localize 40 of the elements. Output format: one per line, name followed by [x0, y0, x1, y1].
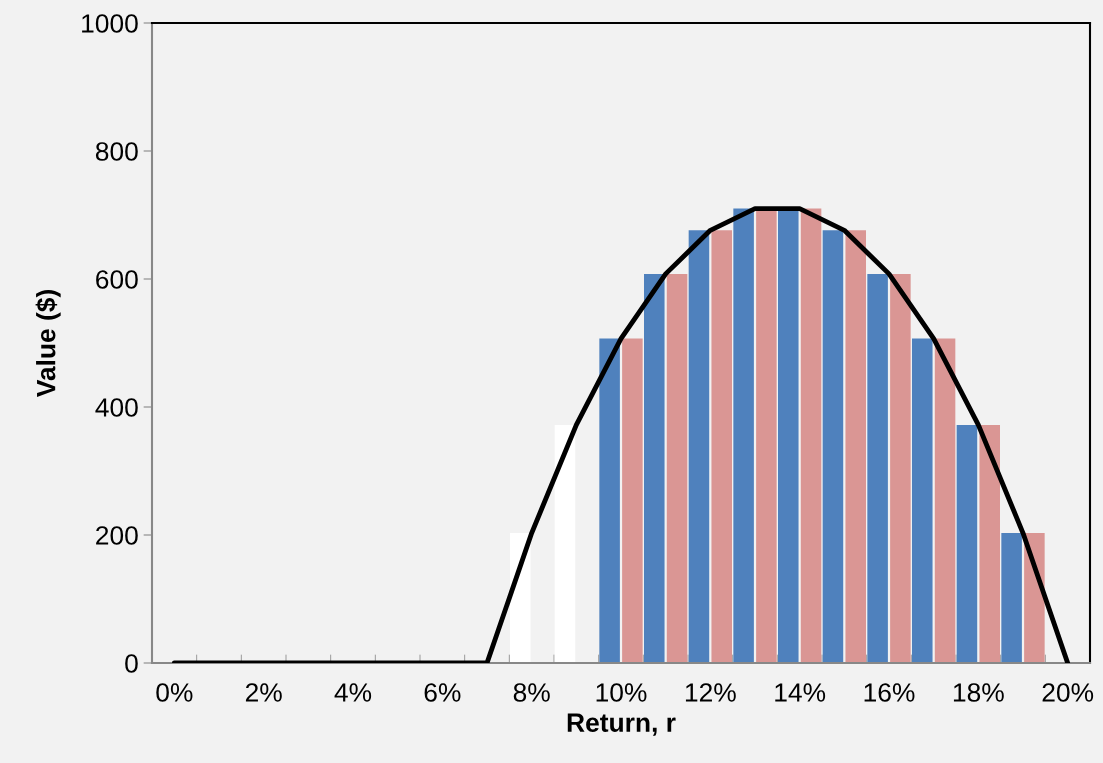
y-tick-label: 1000	[82, 14, 138, 33]
bar	[688, 230, 710, 663]
y-tick-label: 0	[125, 654, 138, 673]
y-tick-label: 800	[95, 142, 138, 161]
bar	[711, 230, 732, 663]
bar	[599, 338, 620, 663]
bar	[778, 208, 799, 663]
x-tick-label: 20%	[1042, 683, 1094, 702]
x-tick-label: 2%	[245, 683, 282, 702]
x-axis-title: Return, r	[567, 713, 676, 736]
x-tick-label: 16%	[864, 683, 915, 702]
bar	[822, 230, 844, 663]
bar	[733, 208, 754, 663]
x-tick-label: 12%	[685, 683, 736, 702]
bar	[845, 230, 866, 663]
bar	[912, 338, 933, 663]
x-tick-label: 14%	[775, 683, 826, 702]
bar	[867, 273, 888, 663]
bar	[622, 338, 643, 663]
bar	[979, 424, 1000, 663]
y-tick-label: 600	[96, 270, 138, 289]
bar	[890, 273, 911, 663]
bar	[756, 208, 777, 663]
x-tick-label: 8%	[513, 683, 550, 702]
y-axis-title: Value ($)	[35, 290, 61, 398]
bar	[1001, 533, 1022, 663]
line-series	[171, 206, 1071, 663]
x-tick-label: 10%	[596, 683, 647, 702]
x-tick-label: 0%	[156, 683, 193, 702]
bar	[956, 424, 978, 663]
bar	[934, 338, 956, 663]
y-tick-label: 200	[96, 526, 138, 545]
y-tick-label: 400	[95, 398, 138, 417]
bar	[644, 273, 665, 663]
bar	[800, 208, 822, 663]
bar	[666, 273, 688, 663]
x-tick-label: 18%	[953, 683, 1004, 702]
bar	[554, 424, 576, 663]
x-tick-label: 6%	[424, 683, 461, 702]
x-tick-label: 4%	[334, 683, 372, 702]
